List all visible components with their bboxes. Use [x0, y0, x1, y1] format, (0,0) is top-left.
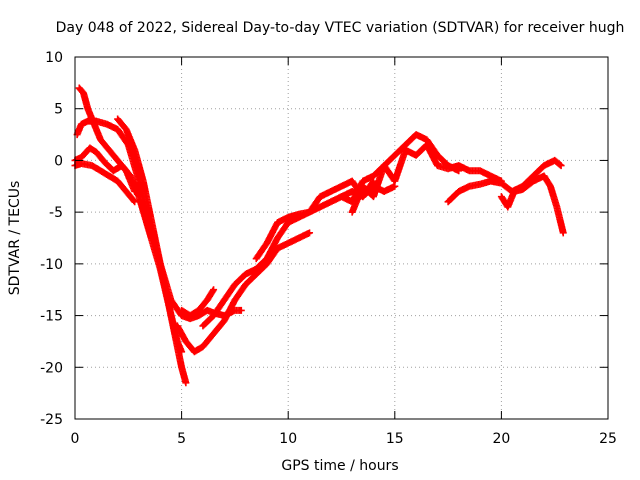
x-tick-label: 25 — [599, 431, 617, 447]
series-group — [173, 229, 314, 356]
y-tick-label: 10 — [45, 50, 63, 66]
y-tick-label: -20 — [40, 360, 63, 376]
x-tick-label: 0 — [71, 431, 80, 447]
data-point — [182, 379, 190, 387]
data-series — [71, 84, 567, 387]
series-group — [73, 117, 245, 323]
plot-frame — [74, 56, 609, 420]
data-point — [131, 187, 139, 195]
y-axis-label: SDTVAR / TECUs — [7, 181, 23, 296]
y-tick-label: 5 — [54, 102, 63, 118]
series-group — [497, 172, 567, 237]
data-point — [210, 286, 218, 294]
x-axis-label: GPS time / hours — [281, 458, 398, 474]
y-tick-label: -5 — [49, 205, 63, 221]
data-point — [559, 229, 567, 237]
data-point — [557, 162, 565, 170]
x-tick-label: 10 — [279, 431, 297, 447]
x-tick-label: 20 — [492, 431, 510, 447]
grid — [75, 57, 608, 419]
y-tick-label: -15 — [40, 309, 63, 325]
series-group — [114, 115, 190, 387]
chart-title: Day 048 of 2022, Sidereal Day-to-day VTE… — [56, 20, 625, 36]
data-point — [131, 198, 139, 206]
data-point — [556, 161, 564, 169]
x-tick-label: 15 — [386, 431, 404, 447]
x-tick-label: 5 — [177, 431, 186, 447]
series-group — [75, 84, 139, 195]
series-group — [348, 141, 505, 216]
y-axis-ticks: -25 -20 -15 -10 -5 0 5 10 — [40, 50, 608, 428]
series-group — [71, 160, 139, 206]
data-point — [130, 197, 138, 205]
data-point — [306, 229, 314, 237]
y-tick-label: -10 — [40, 257, 63, 273]
series-group — [178, 286, 218, 320]
x-axis-ticks: 0 5 10 15 20 25 — [71, 57, 617, 447]
y-tick-label: -25 — [40, 412, 63, 428]
y-tick-label: 0 — [54, 153, 63, 169]
data-point — [237, 306, 245, 314]
